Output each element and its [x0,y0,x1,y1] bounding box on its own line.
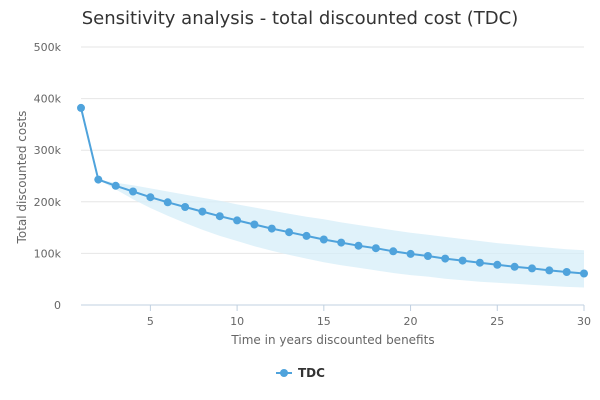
tdc-data-point[interactable] [493,260,502,269]
tdc-data-point[interactable] [475,258,484,267]
tdc-data-point[interactable] [111,181,120,190]
y-tick-label: 300k [34,144,62,157]
legend[interactable]: TDC [276,366,325,380]
tdc-data-point[interactable] [441,254,450,263]
y-tick-label: 200k [34,196,62,209]
tdc-data-point[interactable] [233,216,242,225]
tdc-data-point[interactable] [371,244,380,253]
y-tick-label: 500k [34,41,62,54]
tdc-data-point[interactable] [423,252,432,260]
tdc-data-point[interactable] [302,231,311,240]
y-axis-ticks: 0 100k 200k 300k 400k 500k [34,41,62,312]
x-tick-label: 5 [147,315,154,328]
legend-label: TDC [298,366,325,380]
confidence-band [98,179,585,288]
chart-title: Sensitivity analysis - total discounted … [82,8,518,29]
y-axis-title: Total discounted costs [15,111,29,245]
tdc-data-point[interactable] [250,220,259,229]
tdc-data-point[interactable] [406,249,415,258]
tdc-data-point[interactable] [337,238,346,247]
tdc-data-point[interactable] [163,198,172,207]
tdc-data-point[interactable] [285,228,294,237]
x-axis-title: Time in years discounted benefits [230,333,434,347]
x-tick-label: 10 [230,315,244,328]
tdc-data-point[interactable] [389,247,398,256]
tdc-data-point[interactable] [77,103,85,112]
series-layer [77,103,588,278]
x-tick-label: 30 [577,315,591,328]
tdc-data-point[interactable] [319,235,328,244]
y-tick-label: 100k [34,247,62,260]
axes [81,304,585,311]
tdc-data-point[interactable] [510,262,519,271]
tdc-data-point[interactable] [146,193,155,202]
tdc-data-point[interactable] [458,256,467,265]
tdc-data-point[interactable] [545,266,554,275]
tdc-data-point[interactable] [129,187,137,196]
tdc-data-point[interactable] [354,241,363,250]
tdc-data-point[interactable] [215,212,224,221]
y-tick-label: 400k [34,93,62,106]
legend-dot-marker [280,369,288,377]
x-tick-label: 25 [490,315,504,328]
tdc-data-point[interactable] [181,203,190,211]
x-tick-label: 15 [317,315,331,328]
tdc-data-point[interactable] [580,269,588,278]
x-tick-label: 20 [404,315,418,328]
x-axis-ticks: 5 10 15 20 25 30 [147,315,591,328]
tdc-data-point[interactable] [267,224,276,233]
y-tick-label: 0 [54,299,61,312]
tdc-data-point[interactable] [94,175,103,184]
tdc-data-point[interactable] [528,264,536,273]
tdc-data-point[interactable] [198,207,207,216]
tdc-data-point[interactable] [562,268,571,276]
